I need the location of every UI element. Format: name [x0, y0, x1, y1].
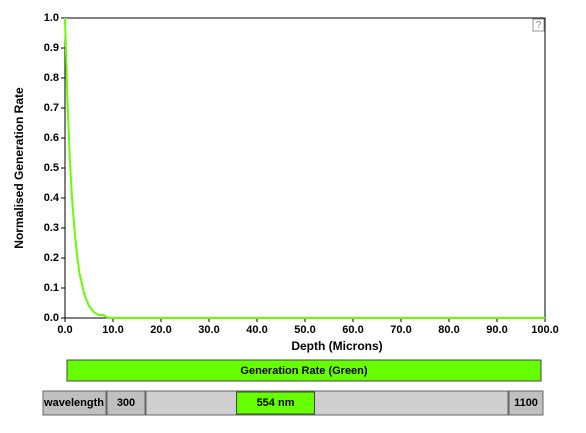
slider-thumb[interactable] [236, 391, 316, 415]
x-axis-title: Depth (Microns) [291, 339, 382, 353]
x-tick-label: 80.0 [438, 324, 459, 336]
slider-track[interactable] [145, 390, 509, 416]
slider-value[interactable]: 554 nm [257, 397, 295, 409]
x-tick-label: 10.0 [102, 324, 123, 336]
y-tick-label: 0.4 [44, 192, 60, 204]
y-tick-label: 0.1 [44, 282, 59, 294]
y-tick-label: 0.3 [44, 222, 59, 234]
y-axis-title: Normalised Generation Rate [12, 87, 26, 249]
x-tick-label: 100.0 [531, 324, 559, 336]
y-tick-label: 0.9 [44, 42, 59, 54]
slider-max[interactable]: 1100 [514, 397, 538, 409]
x-tick-label: 20.0 [150, 324, 171, 336]
y-tick-label: 0.6 [44, 132, 59, 144]
x-tick-label: 90.0 [486, 324, 507, 336]
y-tick-label: 0.5 [44, 162, 59, 174]
x-tick-label: 0.0 [57, 324, 72, 336]
slider-min-box[interactable] [106, 390, 146, 416]
legend-entry[interactable]: Generation Rate (Green) [240, 365, 367, 377]
x-tick-label: 60.0 [342, 324, 363, 336]
help-icon[interactable]: ? [536, 20, 542, 31]
plot-frame [64, 17, 546, 319]
y-tick-label: 0.2 [44, 252, 59, 264]
data-line [64, 17, 545, 319]
y-tick-label: 0.8 [44, 72, 59, 84]
x-tick-label: 40.0 [246, 324, 267, 336]
series-button[interactable] [66, 359, 542, 382]
slider-max-box[interactable] [508, 390, 544, 416]
y-tick-label: 1.0 [44, 12, 59, 24]
x-tick-label: 30.0 [198, 324, 219, 336]
y-tick-label: 0.0 [44, 312, 59, 324]
x-tick-label: 50.0 [294, 324, 315, 336]
help-button[interactable] [532, 18, 545, 32]
slider-min[interactable]: 300 [117, 397, 135, 409]
slider-label-box [42, 390, 107, 416]
y-tick-label: 0.7 [44, 102, 59, 114]
x-tick-label: 70.0 [390, 324, 411, 336]
slider-label: wavelength [43, 397, 104, 409]
